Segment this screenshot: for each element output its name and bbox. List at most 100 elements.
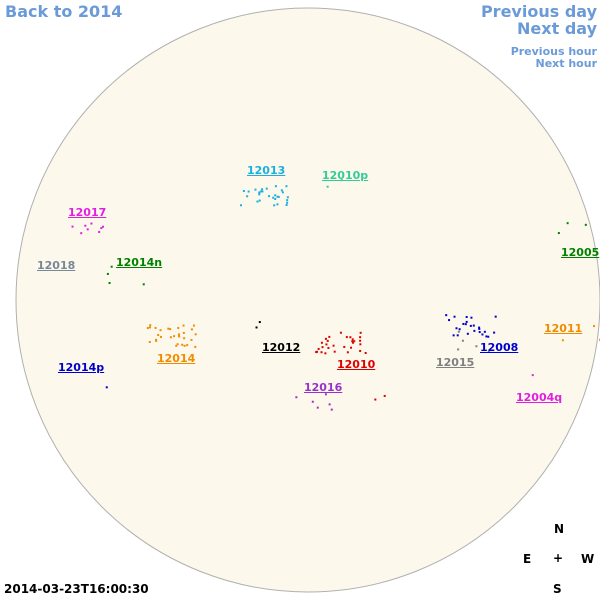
sunspot bbox=[457, 348, 460, 351]
sunspot bbox=[351, 338, 354, 341]
region-label[interactable]: 12016 bbox=[304, 381, 343, 394]
region-label[interactable]: 12010 bbox=[337, 358, 376, 371]
region-label[interactable]: 12014p bbox=[58, 361, 105, 374]
sunspot bbox=[273, 204, 276, 207]
sunspot bbox=[473, 329, 476, 332]
sunspot bbox=[351, 340, 354, 343]
sunspot bbox=[316, 406, 319, 409]
sunspot bbox=[98, 230, 101, 233]
sunspot bbox=[86, 228, 89, 231]
sunspot bbox=[260, 190, 263, 193]
sunspot bbox=[339, 331, 342, 334]
region-label[interactable]: 12008 bbox=[480, 341, 519, 354]
region-label[interactable]: 12004q bbox=[516, 391, 563, 404]
sunspot bbox=[311, 400, 314, 403]
next-day-link[interactable]: Next day bbox=[517, 19, 597, 38]
sunspot bbox=[177, 326, 180, 329]
sunspot bbox=[324, 337, 327, 340]
region-label[interactable]: 12010p bbox=[322, 169, 369, 182]
region-label[interactable]: 12017 bbox=[68, 206, 107, 219]
sunspot bbox=[374, 398, 377, 401]
sunspot bbox=[487, 335, 490, 338]
sunspot bbox=[458, 328, 461, 331]
sunspot bbox=[483, 330, 486, 333]
sunspot bbox=[149, 324, 152, 327]
sunspot bbox=[470, 316, 473, 319]
region-label[interactable]: 12014 bbox=[157, 352, 196, 365]
sunspot bbox=[155, 338, 158, 341]
sunspot bbox=[246, 195, 249, 198]
region-label[interactable]: 12018 bbox=[37, 259, 76, 272]
sunspot bbox=[194, 333, 197, 336]
sunspot bbox=[146, 326, 149, 329]
sunspot bbox=[268, 195, 271, 198]
sunspot bbox=[105, 386, 108, 389]
sunspot bbox=[317, 347, 320, 350]
sunspot bbox=[274, 194, 277, 197]
sunspot bbox=[326, 185, 329, 188]
previous-day-link[interactable]: Previous day bbox=[480, 2, 597, 21]
sunspot bbox=[457, 330, 460, 333]
sunspot bbox=[169, 328, 172, 331]
sunspot bbox=[194, 345, 197, 348]
sunspot bbox=[100, 227, 103, 230]
sunspot bbox=[190, 328, 193, 331]
sunspot bbox=[316, 350, 319, 353]
sunspot bbox=[285, 185, 288, 188]
sunspot bbox=[465, 320, 468, 323]
compass-west: W bbox=[581, 552, 595, 566]
region-label[interactable]: 12012 bbox=[262, 341, 301, 354]
sunspot bbox=[561, 339, 564, 342]
compass-center: + bbox=[553, 551, 564, 565]
sunspot bbox=[255, 326, 258, 329]
previous-hour-link[interactable]: Previous hour bbox=[510, 45, 597, 58]
sunspot bbox=[240, 204, 243, 207]
sunspot bbox=[261, 188, 264, 191]
sunspot bbox=[455, 327, 458, 330]
sunspot bbox=[258, 191, 261, 194]
sunspot bbox=[453, 315, 456, 318]
region-label[interactable]: 12013 bbox=[247, 164, 286, 177]
region-label[interactable]: 12011 bbox=[544, 322, 583, 335]
sunspot bbox=[320, 341, 323, 344]
sunspot bbox=[149, 326, 152, 329]
sunspot bbox=[330, 408, 333, 411]
back-link[interactable]: Back to 2014 bbox=[5, 2, 123, 21]
sunspot bbox=[478, 331, 481, 334]
sunspot bbox=[448, 319, 451, 322]
sunspot bbox=[481, 333, 484, 336]
region-label[interactable]: 12014n bbox=[116, 256, 163, 269]
sunspot bbox=[324, 393, 327, 396]
sunspot bbox=[465, 316, 468, 319]
sunspot bbox=[106, 272, 109, 275]
compass-east: E bbox=[523, 552, 532, 566]
sunspot bbox=[190, 338, 193, 341]
sunspot bbox=[159, 329, 162, 332]
sunspot bbox=[183, 344, 186, 347]
region-label[interactable]: 12005 bbox=[561, 246, 600, 259]
sunspot bbox=[461, 339, 464, 342]
sunspot bbox=[566, 222, 569, 225]
sunspot bbox=[276, 195, 279, 198]
sunspot bbox=[531, 374, 534, 377]
sunspot bbox=[383, 394, 386, 397]
sunspot bbox=[324, 352, 327, 355]
next-hour-link[interactable]: Next hour bbox=[535, 57, 598, 70]
sunspot bbox=[274, 185, 277, 188]
sunspot bbox=[340, 179, 343, 182]
sunspot bbox=[456, 334, 459, 337]
sunspot bbox=[346, 351, 349, 354]
region-label[interactable]: 12015 bbox=[436, 356, 475, 369]
sunspot bbox=[345, 336, 348, 339]
sunspot bbox=[280, 189, 283, 192]
sunspot bbox=[265, 187, 268, 190]
sunspot bbox=[154, 326, 157, 329]
sunspot bbox=[478, 326, 481, 329]
sunspot bbox=[281, 191, 284, 194]
sunspot bbox=[177, 333, 180, 336]
compass-north: N bbox=[554, 522, 565, 536]
sunspot bbox=[584, 223, 587, 226]
solar-disk bbox=[15, 7, 600, 593]
sunspot bbox=[256, 200, 259, 203]
sunspot bbox=[487, 350, 490, 353]
